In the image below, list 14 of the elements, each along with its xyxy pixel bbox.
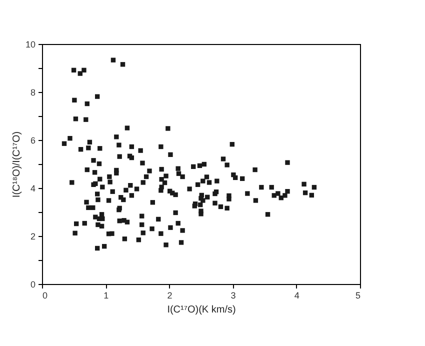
y-axis-title: I(C¹⁸O)/I(C¹⁷O) — [11, 131, 22, 198]
y-tick-label: 4 — [30, 184, 36, 194]
x-axis-title: I(C¹⁷O)(K km/s) — [167, 304, 236, 316]
x-tick-label: 5 — [355, 290, 360, 300]
y-tick-label: 8 — [30, 88, 36, 98]
x-tick-label: 0 — [42, 290, 48, 300]
y-tick-label: 0 — [30, 280, 36, 290]
y-tick-label: 2 — [30, 232, 36, 242]
y-tick-label: 6 — [30, 136, 36, 146]
x-tick-label: 1 — [104, 290, 109, 300]
x-tick-label: 3 — [230, 290, 236, 300]
x-tick-label: 2 — [167, 290, 172, 300]
x-tick-label: 4 — [294, 290, 300, 300]
y-tick-label: 10 — [25, 40, 36, 50]
